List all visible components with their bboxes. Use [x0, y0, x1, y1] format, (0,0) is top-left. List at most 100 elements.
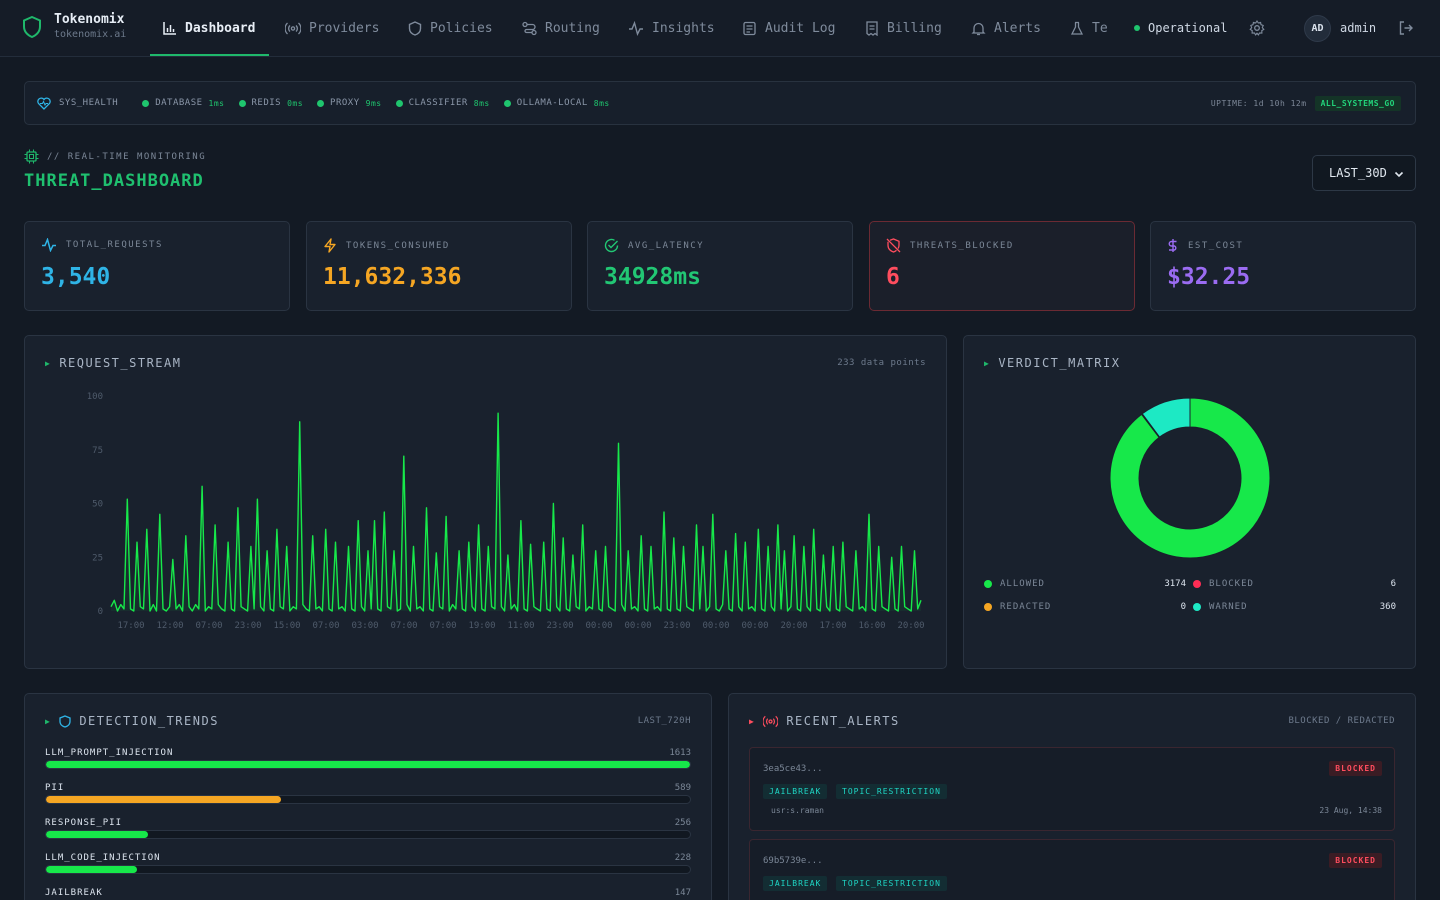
flask-icon — [1070, 21, 1084, 35]
panel-title-text: VERDICT_MATRIX — [998, 356, 1121, 370]
trend-name: JAILBREAK — [45, 888, 103, 898]
page-subtitle-text: // REAL-TIME MONITORING — [47, 151, 207, 162]
x-tick-label: 00:00 — [702, 621, 729, 631]
nav-alerts[interactable]: Alerts — [971, 0, 1041, 56]
trend-count: 228 — [674, 853, 691, 863]
nav-routing[interactable]: Routing — [522, 0, 600, 56]
user-name[interactable]: admin — [1340, 21, 1377, 35]
alert-card[interactable]: 3ea5ce43... BLOCKED JAILBREAK TOPIC_REST… — [749, 747, 1395, 831]
trend-count: 1613 — [669, 748, 691, 758]
y-tick-label: 100 — [87, 392, 103, 402]
stat-label-text: AVG_LATENCY — [628, 240, 705, 251]
stat-label-text: TOKENS_CONSUMED — [346, 240, 450, 251]
nav-policies-label: Policies — [430, 20, 493, 36]
panel-title-text: RECENT_ALERTS — [786, 714, 900, 728]
service-latency: 0ms — [287, 98, 304, 108]
verdict-matrix-panel: ▶ VERDICT_MATRIX ALLOWED 3174 BLOCKED 6 R… — [963, 335, 1416, 669]
nav-test-label: Te — [1092, 20, 1108, 36]
service-proxy: PROXY 9ms — [317, 98, 382, 108]
recent-alerts-panel: ▶ RECENT_ALERTS BLOCKED / REDACTED 3ea5c… — [728, 693, 1416, 900]
y-tick-label: 25 — [92, 553, 103, 563]
uptime-text: UPTIME: 1d 10h 12m — [1210, 98, 1307, 108]
service-latency: 9ms — [365, 98, 382, 108]
nav-audit-log[interactable]: Audit Log — [742, 0, 835, 56]
trend-track — [45, 865, 691, 874]
verdict-donut-chart — [1109, 397, 1271, 559]
x-tick-label: 16:00 — [858, 621, 885, 631]
y-tick-label: 75 — [92, 446, 103, 456]
x-tick-label: 07:00 — [390, 621, 417, 631]
page-title: THREAT_DASHBOARD — [24, 171, 204, 191]
service-name: PROXY — [330, 98, 360, 108]
stat-label: EST_COST — [1167, 238, 1243, 253]
legend-value: 0 — [1180, 602, 1186, 612]
trend-track — [45, 830, 691, 839]
logout-icon[interactable] — [1398, 20, 1414, 36]
panel-title: ▶ VERDICT_MATRIX — [984, 356, 1120, 370]
panel-title-text: REQUEST_STREAM — [59, 356, 182, 370]
legend-value: 360 — [1379, 602, 1396, 612]
trend-fill — [46, 796, 282, 803]
avatar[interactable]: AD — [1304, 15, 1331, 42]
stat-value: 6 — [886, 264, 900, 290]
nav-providers-label: Providers — [309, 20, 380, 36]
gear-icon[interactable] — [1249, 20, 1265, 36]
brand[interactable]: Tokenomix tokenomix.ai — [22, 12, 126, 42]
x-tick-label: 15:00 — [273, 621, 300, 631]
audit-icon — [743, 21, 756, 35]
trend-name: LLM_PROMPT_INJECTION — [45, 748, 174, 758]
stream-area — [111, 413, 921, 611]
activity-icon — [42, 238, 56, 252]
x-tick-label: 23:00 — [663, 621, 690, 631]
alert-status-badge: BLOCKED — [1329, 761, 1382, 776]
x-tick-label: 00:00 — [624, 621, 651, 631]
system-health-bar: SYS_HEALTH DATABASE 1ms REDIS 0ms PROXY 9ms… — [24, 81, 1416, 125]
request-stream-panel: ▶ REQUEST_STREAM 233 data points 0 25 50 75 1… — [24, 335, 947, 669]
nav-providers[interactable]: Providers — [285, 0, 379, 56]
legend-value: 6 — [1390, 579, 1396, 589]
nav-test[interactable]: Te — [1070, 0, 1108, 56]
time-range-select[interactable]: LAST_30D — [1312, 155, 1416, 191]
nav-insights[interactable]: Insights — [628, 0, 715, 56]
trends-range: LAST_720H — [637, 716, 691, 726]
y-tick-label: 0 — [98, 607, 103, 617]
trend-track — [45, 795, 691, 804]
alert-tag: JAILBREAK — [763, 876, 828, 891]
nav-policies[interactable]: Policies — [408, 0, 493, 56]
service-name: REDIS — [251, 98, 282, 108]
heart-pulse-icon — [37, 96, 51, 110]
service-latency: 8ms — [473, 98, 490, 108]
shield-logo-icon — [23, 16, 41, 38]
bell-icon — [971, 22, 986, 35]
trend-track — [45, 760, 691, 769]
detection-trends-panel: ▶ DETECTION_TRENDS LAST_720H LLM_PROMPT_… — [24, 693, 712, 900]
service-database: DATABASE 1ms — [142, 98, 224, 108]
alert-user: usr:s.raman — [771, 806, 824, 815]
data-point-count: 233 data points — [837, 358, 926, 368]
nav-dashboard[interactable]: Dashboard — [162, 0, 255, 56]
x-tick-label: 00:00 — [741, 621, 768, 631]
trend-name: LLM_CODE_INJECTION — [45, 853, 161, 863]
trend-count: 147 — [674, 888, 691, 898]
brand-name: Tokenomix — [54, 12, 125, 27]
stat-label: AVG_LATENCY — [604, 238, 704, 253]
donut-slice-warned — [1141, 397, 1191, 438]
legend-label: REDACTED — [1000, 602, 1052, 612]
triangle-icon: ▶ — [984, 358, 991, 368]
x-tick-label: 19:00 — [468, 621, 495, 631]
nav-routing-label: Routing — [545, 20, 600, 36]
time-range-value: LAST_30D — [1329, 166, 1387, 180]
trend-name: RESPONSE_PII — [45, 818, 123, 828]
x-tick-label: 07:00 — [429, 621, 456, 631]
trend-name: PII — [45, 783, 65, 793]
radio-alert-icon — [763, 715, 779, 727]
bolt-icon — [324, 238, 336, 253]
stat-label: THREATS_BLOCKED — [886, 238, 1014, 253]
alert-card[interactable]: 69b5739e... BLOCKED JAILBREAK TOPIC_REST… — [749, 839, 1395, 900]
activity-icon — [629, 20, 643, 36]
alerts-filter: BLOCKED / REDACTED — [1288, 716, 1395, 726]
status-badge: ALL_SYSTEMS_GO — [1314, 95, 1401, 111]
alert-tag: JAILBREAK — [763, 784, 828, 799]
stat-total-requests: TOTAL_REQUESTS 3,540 — [24, 221, 290, 311]
nav-billing[interactable]: Billing — [865, 0, 942, 56]
